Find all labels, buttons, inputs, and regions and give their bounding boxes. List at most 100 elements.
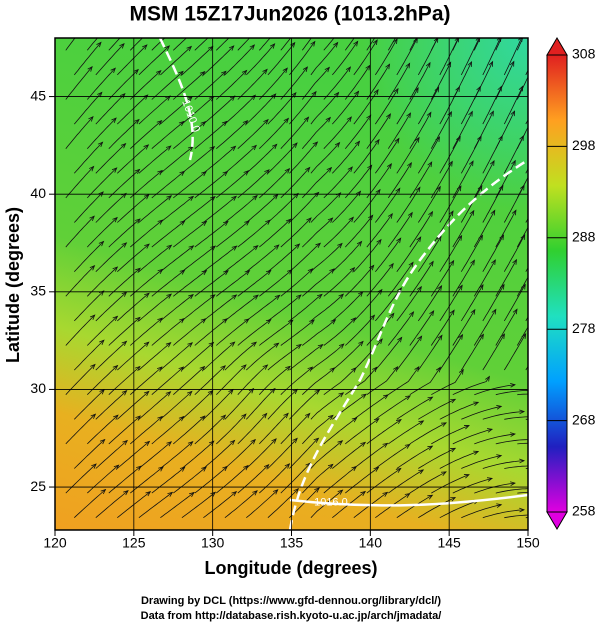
streamline-arrow [511, 159, 516, 166]
streamline-arrow [458, 333, 464, 340]
streamline-arrow [448, 160, 453, 167]
streamline-arrow [272, 193, 279, 200]
streamline [224, 94, 256, 125]
streamline-arrow [463, 474, 470, 479]
streamline-arrow [273, 342, 280, 348]
streamline [353, 89, 379, 125]
streamline-arrow [187, 342, 194, 348]
streamline-arrow [392, 38, 398, 44]
streamline-arrow [348, 216, 354, 223]
streamline [461, 406, 502, 420]
streamline-arrow [110, 18, 114, 23]
streamline [151, 416, 184, 445]
streamline-arrow [89, 215, 95, 221]
streamline [203, 491, 237, 519]
streamline-arrow [273, 244, 280, 250]
streamline [151, 366, 184, 395]
streamline-arrow [531, 12, 535, 17]
streamline [117, 144, 149, 174]
streamline [452, 161, 474, 199]
streamline [495, 488, 528, 494]
streamline [374, 287, 402, 322]
streamline [224, 294, 259, 322]
streamline [216, 318, 250, 346]
streamline [473, 61, 493, 100]
streamline-arrow [374, 138, 380, 145]
streamline [460, 38, 480, 76]
streamline-arrow [534, 260, 538, 265]
streamline [302, 367, 335, 395]
streamline-arrow [346, 116, 352, 122]
streamline-arrow [386, 163, 392, 169]
streamline [387, 38, 396, 51]
streamline-arrow [209, 195, 216, 202]
streamline [246, 244, 280, 273]
streamline [474, 433, 516, 445]
y-tick-label: 45 [30, 87, 46, 103]
streamline [73, 42, 102, 76]
streamline [345, 315, 375, 346]
streamline-arrow [265, 318, 272, 325]
streamline [417, 87, 440, 125]
streamline [237, 413, 267, 445]
streamline [259, 168, 290, 199]
colorbar-under [546, 511, 568, 530]
streamline-arrow [324, 66, 330, 73]
streamline-arrow [244, 220, 250, 226]
streamline-arrow [373, 88, 379, 95]
streamline-arrow [121, 242, 128, 248]
streamline-arrow [463, 425, 470, 430]
streamline-arrow [429, 310, 435, 316]
streamline [473, 259, 496, 297]
streamline [301, 67, 330, 100]
streamline-arrow [243, 170, 250, 176]
streamline [130, 120, 162, 149]
streamline-arrow [143, 194, 150, 200]
streamline [259, 319, 294, 346]
streamline [138, 244, 172, 273]
streamline [525, 316, 528, 322]
streamline [302, 415, 334, 445]
streamline [108, 38, 121, 51]
streamline [173, 318, 206, 346]
streamline-arrow [541, 464, 546, 468]
streamline-arrow [407, 161, 412, 168]
streamline [310, 440, 343, 469]
streamline [375, 444, 411, 469]
streamline-arrow [186, 45, 193, 52]
streamline [452, 428, 493, 445]
streamline [396, 396, 433, 420]
streamline-arrow [385, 63, 391, 70]
streamline [323, 217, 354, 248]
streamline-arrow [188, 245, 195, 251]
streamline [267, 142, 298, 174]
streamline-arrow [489, 159, 495, 166]
streamline-arrow [360, 490, 367, 497]
streamline [73, 141, 103, 174]
streamline [289, 192, 319, 223]
streamline-arrow [269, 43, 276, 49]
streamline [344, 165, 373, 199]
streamline [259, 413, 289, 445]
streamline-arrow [542, 235, 546, 240]
streamline [302, 319, 336, 346]
streamline [409, 38, 417, 51]
streamline-arrow [178, 415, 185, 422]
streamline-arrow [353, 40, 359, 47]
streamline-arrow [284, 167, 291, 174]
streamline [267, 42, 296, 76]
streamline [387, 262, 414, 297]
colorbar-tick-label: 278 [572, 320, 596, 336]
streamline [323, 317, 356, 346]
streamline [366, 468, 402, 494]
streamline [353, 289, 383, 322]
streamline-arrow [90, 413, 97, 419]
streamline-arrow [158, 466, 164, 472]
streamline [289, 294, 323, 322]
streamline [430, 62, 452, 100]
streamline [87, 316, 118, 346]
streamline [130, 170, 163, 199]
streamline-arrow [314, 389, 321, 395]
streamline [374, 138, 400, 174]
streamline [108, 169, 140, 199]
